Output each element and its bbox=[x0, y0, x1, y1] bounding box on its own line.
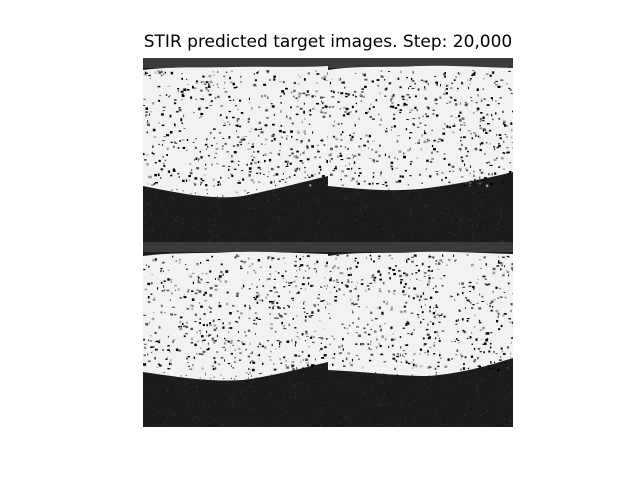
predicted-image-top-right bbox=[328, 58, 513, 242]
predicted-image-bottom-left bbox=[143, 242, 328, 427]
mri-slice-image bbox=[328, 58, 513, 242]
mri-slice-image bbox=[328, 242, 513, 427]
figure-title: STIR predicted target images. Step: 20,0… bbox=[143, 32, 513, 52]
predicted-image-bottom-right bbox=[328, 242, 513, 427]
mri-slice-image bbox=[143, 58, 328, 242]
image-grid bbox=[143, 58, 513, 427]
mri-slice-image bbox=[143, 242, 328, 427]
predicted-image-top-left bbox=[143, 58, 328, 242]
